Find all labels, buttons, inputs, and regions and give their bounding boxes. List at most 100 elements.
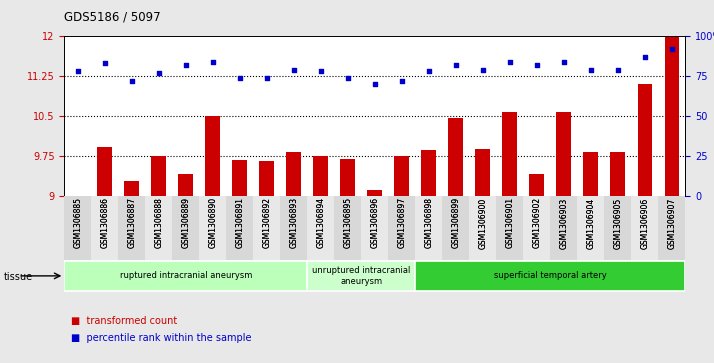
Bar xyxy=(64,196,91,260)
Point xyxy=(450,62,461,68)
Text: GSM1306885: GSM1306885 xyxy=(74,197,82,248)
Point xyxy=(477,67,488,73)
Bar xyxy=(421,150,436,196)
Text: GSM1306897: GSM1306897 xyxy=(398,197,406,248)
Point xyxy=(531,62,543,68)
Text: GSM1306894: GSM1306894 xyxy=(316,197,326,248)
Bar xyxy=(151,156,166,196)
Text: GSM1306893: GSM1306893 xyxy=(289,197,298,248)
Bar xyxy=(523,196,550,260)
Text: GSM1306903: GSM1306903 xyxy=(559,197,568,249)
Bar xyxy=(232,160,247,196)
Point xyxy=(396,78,408,84)
Text: superficial temporal artery: superficial temporal artery xyxy=(494,272,607,280)
Text: GSM1306889: GSM1306889 xyxy=(181,197,191,248)
Text: GSM1306886: GSM1306886 xyxy=(100,197,109,248)
Text: ■  transformed count: ■ transformed count xyxy=(71,316,178,326)
Bar xyxy=(394,156,409,196)
Text: GSM1306906: GSM1306906 xyxy=(640,197,650,249)
Bar xyxy=(199,196,226,260)
Point xyxy=(369,81,381,87)
Bar xyxy=(605,196,631,260)
Bar xyxy=(361,196,388,260)
Text: GSM1306900: GSM1306900 xyxy=(478,197,488,249)
Point xyxy=(234,75,246,81)
Text: GSM1306896: GSM1306896 xyxy=(371,197,379,248)
Point xyxy=(342,75,353,81)
Text: GDS5186 / 5097: GDS5186 / 5097 xyxy=(64,11,161,24)
Text: GSM1306905: GSM1306905 xyxy=(613,197,623,249)
Bar xyxy=(178,174,193,196)
Text: GSM1306899: GSM1306899 xyxy=(451,197,461,248)
Bar xyxy=(658,196,685,260)
Text: GSM1306906: GSM1306906 xyxy=(640,197,650,249)
Bar xyxy=(631,196,658,260)
Bar xyxy=(307,196,334,260)
Bar xyxy=(341,159,356,196)
Text: GSM1306887: GSM1306887 xyxy=(127,197,136,248)
Text: GSM1306901: GSM1306901 xyxy=(506,197,514,248)
Point xyxy=(126,78,138,84)
Bar xyxy=(469,196,496,260)
Text: unruptured intracranial
aneurysm: unruptured intracranial aneurysm xyxy=(312,266,411,286)
Point xyxy=(639,54,650,60)
Bar xyxy=(259,162,274,196)
Point xyxy=(72,69,84,74)
Point xyxy=(99,61,111,66)
Point xyxy=(504,59,516,65)
Bar xyxy=(550,196,578,260)
Text: GSM1306890: GSM1306890 xyxy=(208,197,217,248)
Point xyxy=(666,46,678,52)
Point xyxy=(261,75,273,81)
Bar xyxy=(172,196,199,260)
Bar xyxy=(503,113,518,196)
Text: GSM1306887: GSM1306887 xyxy=(127,197,136,248)
Text: GSM1306900: GSM1306900 xyxy=(478,197,488,249)
Bar xyxy=(578,196,605,260)
Text: GSM1306892: GSM1306892 xyxy=(262,197,271,248)
Text: GSM1306888: GSM1306888 xyxy=(154,197,164,248)
Bar xyxy=(145,196,172,260)
Text: GSM1306891: GSM1306891 xyxy=(236,197,244,248)
Bar xyxy=(206,116,220,196)
Point xyxy=(612,67,623,73)
Text: GSM1306890: GSM1306890 xyxy=(208,197,217,248)
Bar xyxy=(476,149,491,196)
Bar xyxy=(91,196,119,260)
Bar xyxy=(281,196,307,260)
Text: GSM1306891: GSM1306891 xyxy=(236,197,244,248)
Text: GSM1306892: GSM1306892 xyxy=(262,197,271,248)
Text: GSM1306902: GSM1306902 xyxy=(533,197,541,248)
Text: GSM1306888: GSM1306888 xyxy=(154,197,164,248)
Bar xyxy=(583,152,598,196)
Point xyxy=(180,62,191,68)
Bar xyxy=(665,36,679,196)
Text: ruptured intracranial aneurysm: ruptured intracranial aneurysm xyxy=(120,272,252,280)
Point xyxy=(288,67,300,73)
Bar xyxy=(226,196,253,260)
Text: GSM1306904: GSM1306904 xyxy=(586,197,595,249)
Text: GSM1306902: GSM1306902 xyxy=(533,197,541,248)
Bar xyxy=(307,261,416,290)
Bar xyxy=(416,196,443,260)
Bar xyxy=(638,84,653,196)
Bar xyxy=(64,261,307,290)
Bar xyxy=(286,152,301,196)
Bar xyxy=(388,196,416,260)
Bar xyxy=(530,174,544,196)
Bar xyxy=(334,196,361,260)
Text: GSM1306897: GSM1306897 xyxy=(398,197,406,248)
Bar xyxy=(119,196,145,260)
Text: GSM1306898: GSM1306898 xyxy=(424,197,433,248)
Point xyxy=(558,59,570,65)
Text: GSM1306893: GSM1306893 xyxy=(289,197,298,248)
Point xyxy=(153,70,164,76)
Text: GSM1306903: GSM1306903 xyxy=(559,197,568,249)
Bar xyxy=(97,147,112,196)
Text: GSM1306904: GSM1306904 xyxy=(586,197,595,249)
Text: GSM1306895: GSM1306895 xyxy=(343,197,352,248)
Text: ■  percentile rank within the sample: ■ percentile rank within the sample xyxy=(71,333,252,343)
Bar xyxy=(368,189,382,196)
Text: GSM1306899: GSM1306899 xyxy=(451,197,461,248)
Bar xyxy=(416,261,685,290)
